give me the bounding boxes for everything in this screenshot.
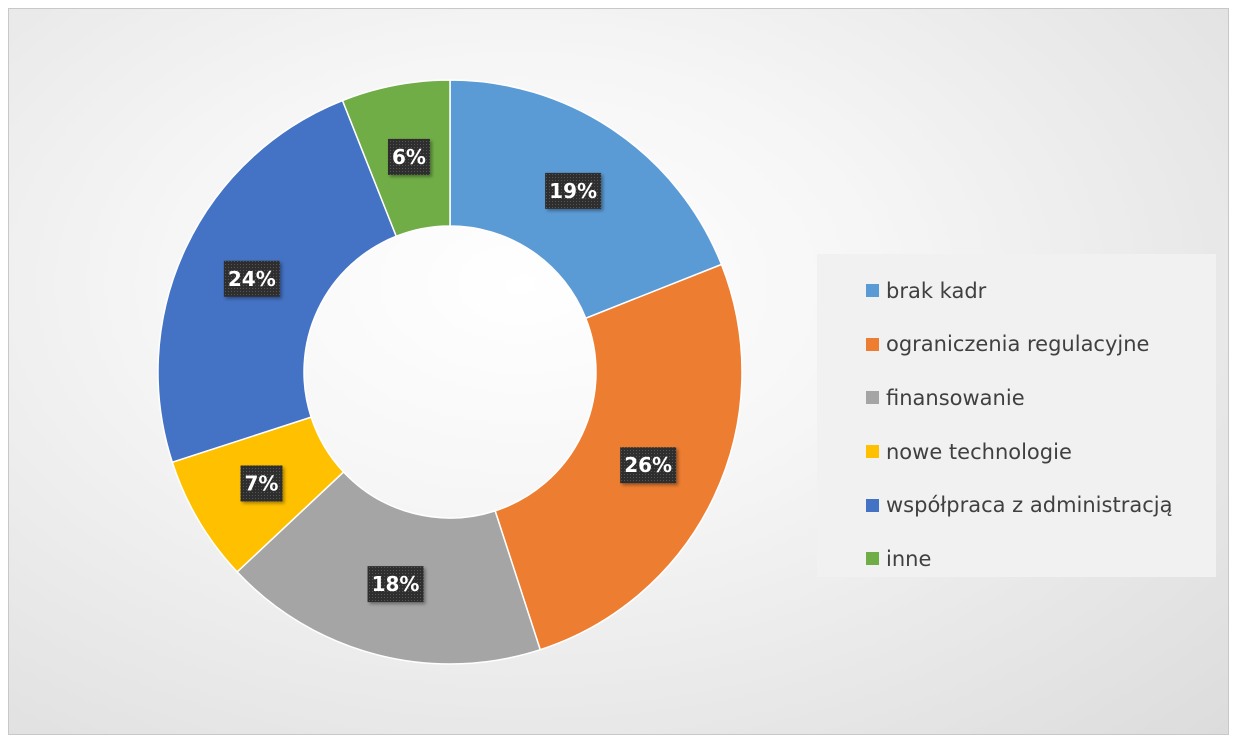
legend-item: ograniczenia regulacyjne	[817, 318, 1216, 372]
legend-swatch	[866, 445, 879, 459]
legend-swatch	[866, 391, 879, 405]
data-label-box	[223, 260, 280, 297]
data-label-5: 6%	[387, 138, 430, 175]
donut-slice-1	[494, 263, 743, 651]
legend-item: inne	[817, 532, 1216, 586]
legend-label: współpraca z administracją	[886, 493, 1173, 518]
legend-label: nowe technologie	[886, 439, 1072, 464]
legend-item: nowe technologie	[817, 425, 1216, 479]
data-label-4: 24%	[223, 260, 280, 297]
legend-item: finansowanie	[817, 371, 1216, 425]
data-label-text: 24%	[228, 267, 276, 291]
data-label-text: 7%	[245, 471, 279, 495]
legend-label: inne	[886, 546, 932, 571]
chart-area: 19% 26% 18% 7% 24% 6% brak kadr ograniczenia r…	[8, 8, 1229, 735]
data-label-2: 18%	[367, 566, 424, 603]
data-label-box	[620, 447, 677, 484]
legend: brak kadr ograniczenia regulacyjne finanso…	[817, 254, 1216, 577]
legend-item: współpraca z administracją	[817, 478, 1216, 532]
legend-swatch	[866, 552, 879, 566]
data-label-0: 19%	[545, 172, 602, 209]
data-label-3: 7%	[240, 465, 283, 502]
legend-item: brak kadr	[817, 264, 1216, 318]
legend-label: finansowanie	[886, 385, 1025, 410]
legend-swatch	[866, 498, 879, 512]
data-label-box	[240, 465, 283, 502]
data-label-text: 26%	[624, 453, 672, 477]
legend-label: brak kadr	[886, 278, 987, 303]
legend-swatch	[866, 284, 879, 298]
data-label-1: 26%	[620, 447, 677, 484]
data-label-text: 19%	[549, 179, 597, 203]
legend-label: ograniczenia regulacyjne	[886, 332, 1150, 357]
data-label-box	[387, 138, 430, 175]
legend-swatch	[866, 337, 879, 351]
data-label-box	[545, 172, 602, 209]
data-label-text: 18%	[372, 572, 420, 596]
data-label-text: 6%	[392, 145, 426, 169]
data-label-box	[367, 566, 424, 603]
donut-chart: 19% 26% 18% 7% 24% 6%	[157, 79, 743, 665]
